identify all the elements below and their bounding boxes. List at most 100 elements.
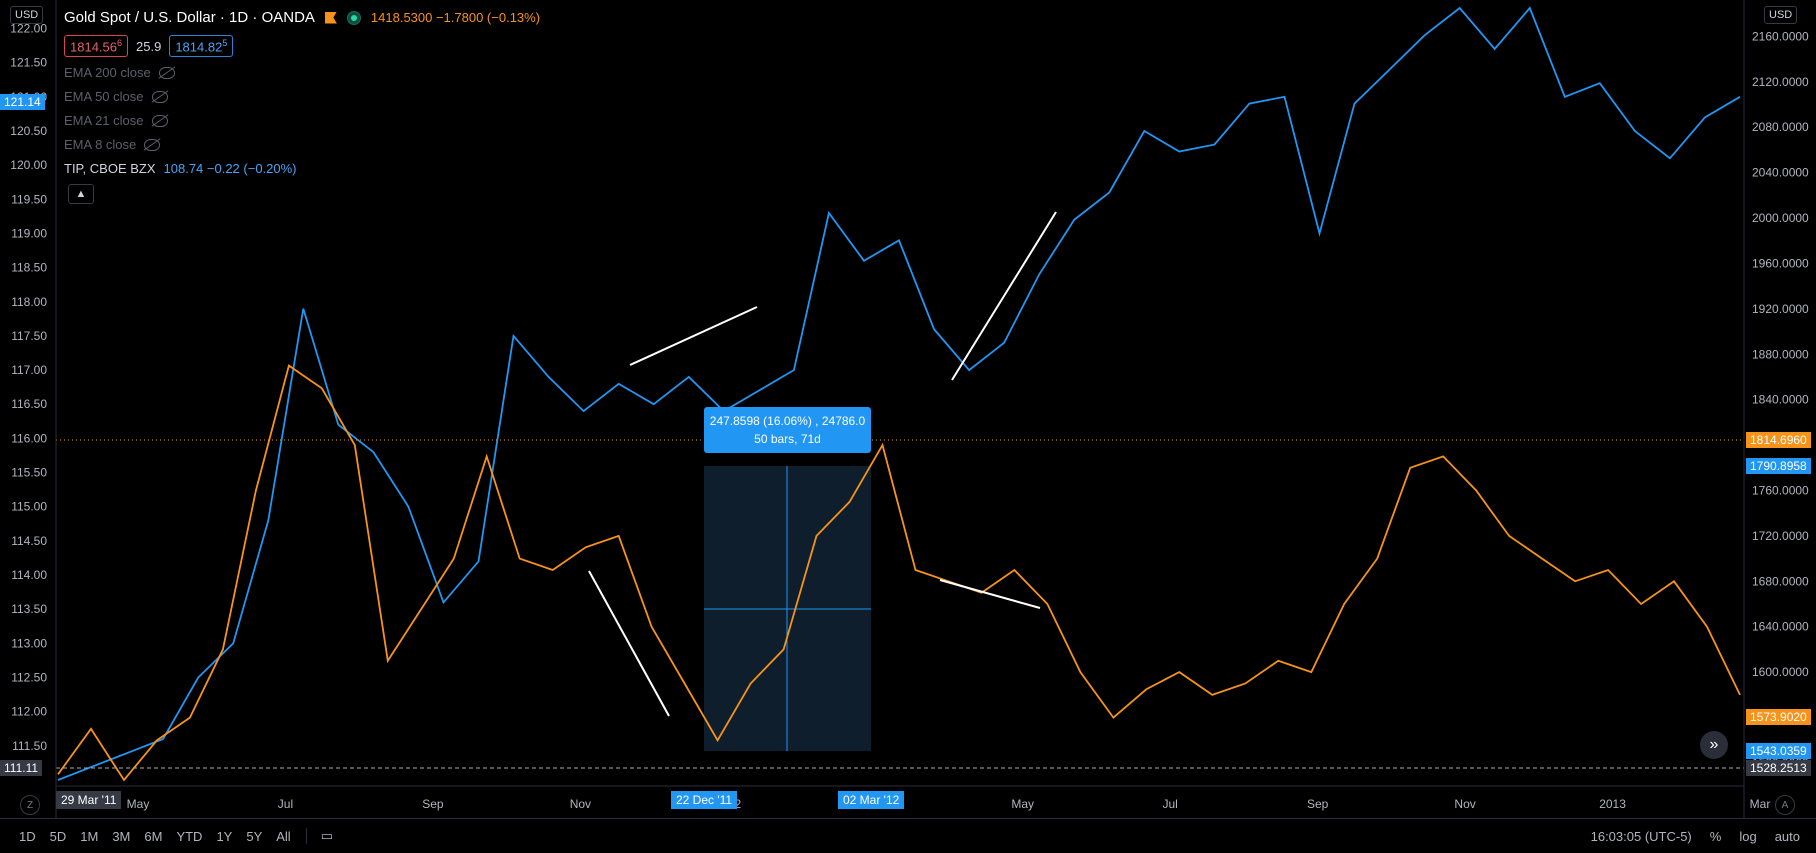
right-axis-tick-10: 1720.0000 (1752, 529, 1809, 543)
timeframe-1d[interactable]: 1D (19, 828, 36, 844)
right-axis-tick-12: 1640.0000 (1752, 620, 1809, 634)
indicator-ema-8[interactable]: EMA 8 close (64, 137, 161, 152)
clock[interactable]: 16:03:05 (UTC-5) (1590, 828, 1692, 844)
left-crosshair-tag: 111.11 (0, 760, 43, 776)
right-axis-tick-2: 2080.0000 (1752, 120, 1809, 134)
overlay-label: TIP, CBOE BZX (64, 161, 156, 176)
left-axis-tick-1: 121.50 (10, 56, 47, 70)
right-axis-tick-4: 2000.0000 (1752, 211, 1809, 225)
time-axis-tick-6: May (1011, 797, 1034, 811)
timeframe-6m[interactable]: 6M (144, 828, 163, 844)
left-axis-tick-7: 118.50 (11, 261, 47, 275)
right-gold-price-tag: 1814.6960 (1746, 432, 1811, 448)
left-axis-tick-19: 112.50 (11, 671, 47, 685)
auto-scale-button[interactable]: auto (1774, 828, 1800, 844)
right-axis-tick-8: 1840.0000 (1752, 393, 1809, 407)
left-axis-tick-20: 112.00 (11, 705, 47, 719)
right-gold-tag-2: 1573.9020 (1746, 709, 1811, 725)
left-axis-tick-16: 114.00 (11, 568, 47, 582)
time-axis-tick-10: 2013 (1599, 797, 1626, 811)
date-tag-end: 02 Mar '12 (838, 791, 905, 809)
trendline-tip-up-2[interactable] (951, 211, 1057, 381)
time-axis-tick-8: Sep (1307, 797, 1329, 811)
trendlines[interactable] (588, 211, 1057, 717)
eye-hidden-icon[interactable] (158, 66, 175, 79)
date-tag-start: 22 Dec '11 (671, 791, 738, 809)
time-axis-tick-3: Nov (570, 797, 591, 811)
eye-hidden-icon[interactable] (144, 138, 161, 151)
market-status-icon (346, 10, 361, 25)
measure-line-1: 247.8598 (16.06%) , 24786.0 (709, 414, 866, 428)
indicator-ema-50[interactable]: EMA 50 close (64, 89, 168, 104)
overlay-quote: 108.74 −0.22 (−0.20%) (163, 161, 297, 176)
timeframe-all[interactable]: All (276, 828, 291, 844)
right-tip-price-tag: 1790.8958 (1746, 458, 1811, 474)
indicator-label: EMA 200 close (64, 65, 151, 80)
time-axis-tick-7: Jul (1163, 797, 1178, 811)
calendar-icon[interactable]: ▭ (305, 828, 340, 844)
measure-line-2: 50 bars, 71d (754, 432, 821, 446)
tip-series-line (57, 6, 1741, 781)
timeframe-1y[interactable]: 1Y (216, 828, 233, 844)
time-axis-tick-9: Nov (1454, 797, 1475, 811)
right-axis-tick-13: 1600.0000 (1752, 665, 1809, 679)
log-scale-button[interactable]: log (1739, 828, 1757, 844)
symbol-title[interactable]: Gold Spot / U.S. Dollar · 1D · OANDA (64, 9, 315, 26)
spread-value: 25.9 (136, 38, 162, 54)
scroll-to-realtime-button[interactable]: » (1700, 731, 1728, 759)
buy-price-sup: 5 (222, 38, 228, 48)
right-crosshair-tag: 1528.2513 (1746, 760, 1811, 776)
timeframe-3m[interactable]: 3M (112, 828, 131, 844)
flag-icon[interactable] (324, 11, 337, 24)
time-axis[interactable]: MayJulSepNov2012MarMayJulSepNov2013Mar (127, 797, 1771, 811)
right-axis-tick-5: 1960.0000 (1752, 256, 1809, 270)
left-axis-tick-3: 120.50 (10, 124, 47, 138)
sell-button[interactable]: 1814.566 (64, 35, 129, 58)
trendline-gold-down-2[interactable] (939, 579, 1041, 609)
gold-series-line (57, 364, 1741, 782)
percent-scale-button[interactable]: % (1709, 828, 1722, 844)
symbol-header[interactable]: Gold Spot / U.S. Dollar · 1D · OANDA 141… (64, 9, 540, 26)
left-axis-tick-12: 116.00 (11, 431, 47, 445)
eye-hidden-icon[interactable] (151, 90, 168, 103)
indicator-label: EMA 50 close (64, 89, 144, 104)
indicator-label: EMA 8 close (64, 137, 137, 152)
right-axis-tick-1: 2120.0000 (1752, 75, 1809, 89)
left-axis-tick-21: 111.50 (12, 739, 47, 753)
indicator-ema-21[interactable]: EMA 21 close (64, 113, 168, 128)
overlay-symbol-legend[interactable]: TIP, CBOE BZX 108.74 −0.22 (−0.20%) (64, 161, 297, 176)
buy-button[interactable]: 1814.825 (169, 35, 234, 58)
trendline-tip-up[interactable] (629, 306, 758, 366)
right-price-axis[interactable]: 2160.0000 2120.0000 2080.0000 2040.0000 2000… (1752, 29, 1809, 770)
measure-tooltip: 247.8598 (16.06%) , 24786.0 50 bars, 71d (704, 407, 871, 453)
right-tip-tag-2: 1543.0359 (1746, 743, 1811, 759)
timeframe-5y[interactable]: 5Y (246, 828, 263, 844)
timeframe-5d[interactable]: 5D (49, 828, 67, 844)
trendline-gold-down[interactable] (588, 570, 670, 717)
timeframe-ytd[interactable]: YTD (176, 828, 203, 844)
right-axis-tick-11: 1680.0000 (1752, 574, 1809, 588)
left-axis-tick-8: 118.00 (11, 295, 47, 309)
indicator-ema-200[interactable]: EMA 200 close (64, 65, 175, 80)
timeframe-1m[interactable]: 1M (80, 828, 99, 844)
left-axis-tick-18: 113.00 (11, 636, 47, 650)
time-axis-tick-1: Jul (278, 797, 293, 811)
trade-buttons: 1814.566 25.9 1814.825 (64, 35, 234, 58)
sell-price-sup: 6 (117, 38, 123, 48)
indicator-label: EMA 21 close (64, 113, 144, 128)
time-axis-tick-0: May (127, 797, 150, 811)
bottom-right-controls: 16:03:05 (UTC-5) % log auto (1591, 819, 1800, 853)
left-price-axis[interactable]: 122.00121.50121.00120.50120.00119.50119.… (10, 21, 47, 752)
left-currency-label[interactable]: USD (10, 6, 44, 24)
left-current-price-tag: 121.14 (0, 94, 45, 110)
zoom-icon[interactable]: Z (20, 795, 40, 815)
right-currency-label[interactable]: USD (1764, 6, 1798, 24)
left-axis-tick-11: 116.50 (11, 397, 47, 411)
right-axis-tick-3: 2040.0000 (1752, 166, 1809, 180)
right-axis-tick-0: 2160.0000 (1752, 29, 1809, 43)
time-axis-tick-11: Mar (1750, 797, 1771, 811)
collapse-legend-button[interactable]: ▲ (68, 184, 94, 204)
eye-hidden-icon[interactable] (151, 114, 168, 127)
auto-scale-icon[interactable]: A (1775, 795, 1795, 815)
